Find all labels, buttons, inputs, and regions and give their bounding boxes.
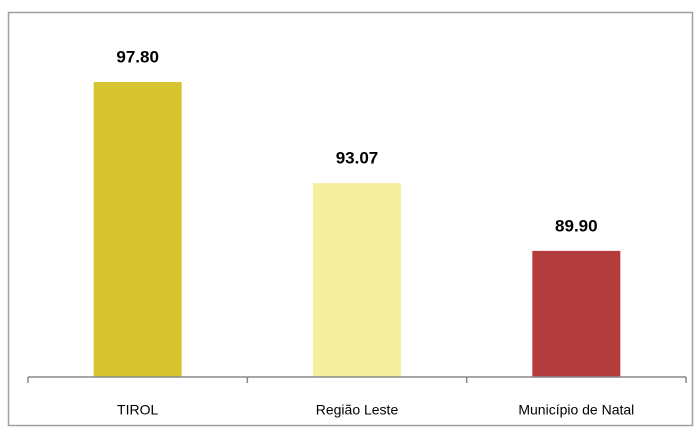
bar xyxy=(532,250,621,377)
x-tick-label: Município de Natal xyxy=(518,402,634,418)
x-tick-label: Região Leste xyxy=(316,402,399,418)
value-label: 97.80 xyxy=(116,48,159,67)
value-label: 89.90 xyxy=(555,216,598,235)
x-tick-label: TIROL xyxy=(117,402,158,418)
bar xyxy=(93,82,182,378)
bar xyxy=(313,183,401,377)
value-label: 93.07 xyxy=(336,149,379,168)
